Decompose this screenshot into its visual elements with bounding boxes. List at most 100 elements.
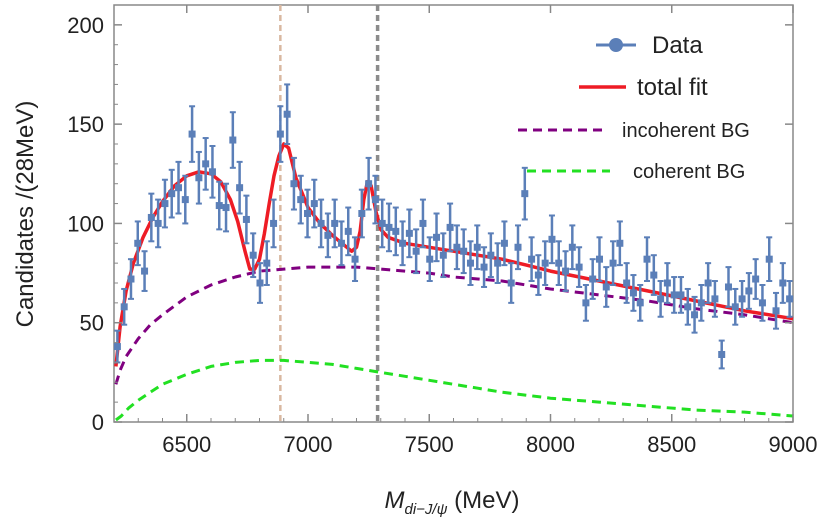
coherent-bg-curve — [115, 358, 794, 422]
data-point-marker — [507, 279, 515, 287]
data-point-marker — [514, 243, 522, 251]
data-point — [283, 83, 291, 145]
data-point — [256, 262, 264, 304]
data-point — [528, 236, 536, 283]
data-point — [317, 198, 325, 249]
x-axis-label-subscript: di−J/ψ — [404, 501, 447, 518]
data-point-marker — [718, 350, 726, 358]
data-point-marker — [365, 180, 373, 188]
legend-label-incoherent-bg: incoherent BG — [622, 120, 750, 142]
data-point — [412, 228, 420, 275]
data-point-marker — [168, 190, 176, 198]
data-point-marker — [256, 279, 264, 287]
data-point-marker — [141, 267, 149, 275]
data-point — [392, 206, 400, 257]
data-point — [718, 339, 726, 370]
data-point-marker — [154, 219, 162, 227]
data-point — [704, 262, 712, 304]
data-point — [575, 246, 583, 288]
data-point — [433, 212, 441, 263]
data-point — [154, 198, 162, 249]
data-point-marker — [670, 291, 678, 299]
data-point — [371, 174, 379, 225]
data-point-marker — [643, 255, 651, 263]
data-point — [426, 236, 434, 283]
y-axis-ticks: 0 50 100 150 200 — [67, 13, 793, 435]
data-point — [711, 280, 719, 318]
data-point-marker — [188, 130, 196, 138]
data-point-marker — [609, 259, 617, 267]
data-point — [188, 105, 196, 163]
data-point-marker — [202, 160, 210, 168]
plot-frame — [113, 4, 794, 423]
data-point — [555, 240, 563, 286]
legend-item-total-fit: total fit — [579, 74, 708, 101]
x-tick-label: 8000 — [526, 432, 575, 457]
data-point — [127, 258, 135, 300]
data-point — [691, 295, 699, 334]
data-point-marker — [236, 184, 244, 192]
data-point-marker — [134, 239, 142, 247]
data-point-marker — [412, 247, 420, 255]
data-point — [650, 254, 658, 296]
data-point-marker — [113, 343, 121, 351]
y-tick-label: 50 — [80, 311, 104, 336]
data-point-marker — [684, 303, 692, 311]
data-point — [141, 250, 149, 292]
data-point-marker — [460, 247, 468, 255]
data-point — [290, 156, 298, 211]
data-point — [487, 232, 495, 279]
data-point — [297, 174, 305, 225]
data-point — [595, 236, 603, 283]
data-point — [670, 276, 678, 314]
data-point — [609, 240, 617, 286]
data-point-marker — [534, 271, 542, 279]
x-axis-ticks: 6500 7000 7500 8000 8500 9000 — [113, 5, 818, 457]
data-point — [466, 240, 474, 286]
data-point-marker — [657, 295, 665, 303]
data-point — [779, 262, 787, 304]
data-point-marker — [195, 174, 203, 182]
data-point-marker — [378, 219, 386, 227]
data-point-marker — [765, 255, 773, 263]
data-point — [507, 262, 515, 304]
data-point-marker — [629, 289, 637, 297]
legend-label-total-fit: total fit — [637, 74, 708, 101]
data-point — [589, 258, 597, 300]
data-points — [113, 83, 794, 370]
data-point-marker — [175, 184, 183, 192]
data-point — [236, 160, 244, 215]
data-point-marker — [419, 219, 427, 227]
data-point-marker — [541, 259, 549, 267]
data-point — [453, 224, 461, 271]
data-point — [480, 246, 488, 288]
data-point — [521, 166, 529, 221]
data-point-marker — [595, 255, 603, 263]
data-point — [602, 266, 610, 308]
data-point — [643, 236, 651, 283]
x-tick-label: 6500 — [162, 432, 211, 457]
data-point-marker — [371, 196, 379, 204]
data-point — [208, 144, 216, 199]
data-point — [494, 242, 502, 284]
data-point-marker — [290, 180, 298, 188]
data-point-marker — [691, 311, 699, 319]
data-point — [738, 280, 746, 318]
data-point-marker — [487, 251, 495, 259]
data-point-marker — [724, 283, 732, 291]
legend-item-data: Data — [596, 32, 703, 59]
data-point-marker — [304, 210, 312, 217]
x-tick-label: 9000 — [769, 432, 818, 457]
data-point-marker — [337, 239, 345, 247]
data-point-marker — [344, 227, 352, 235]
data-point-marker — [772, 307, 780, 315]
data-point-marker — [568, 243, 576, 251]
data-point-marker — [208, 168, 216, 176]
data-point — [697, 283, 705, 322]
data-point — [636, 283, 644, 322]
data-point-marker — [752, 275, 760, 283]
data-point — [772, 291, 780, 330]
legend-item-incoherent-bg: incoherent BG — [518, 120, 750, 142]
data-point-marker — [636, 299, 644, 307]
